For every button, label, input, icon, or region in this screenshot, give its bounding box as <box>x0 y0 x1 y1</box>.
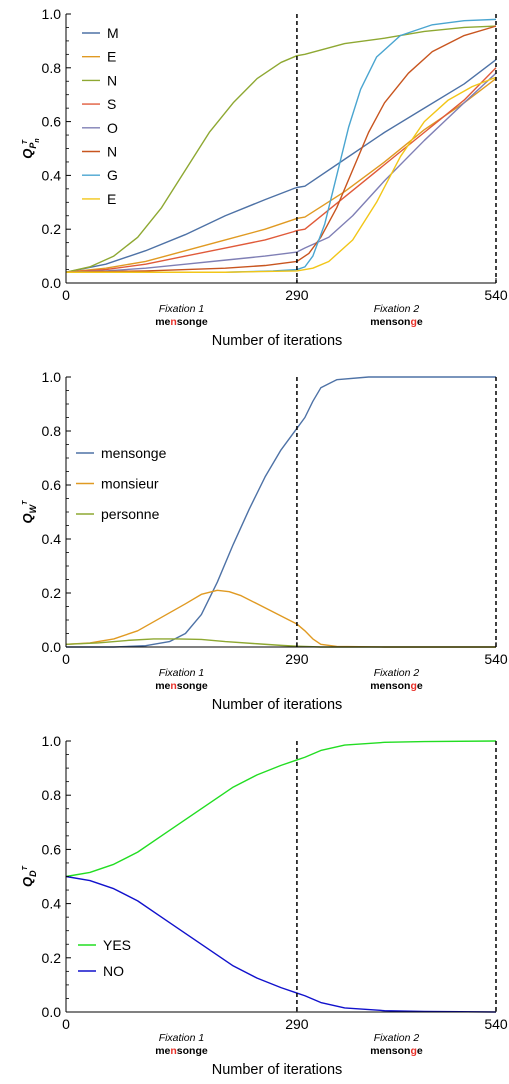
series-line-yes-0 <box>65 740 497 878</box>
legend-label: YES <box>103 937 131 953</box>
y-tick-label: 0.0 <box>42 1004 62 1020</box>
series-line-monsieur-1 <box>65 589 496 648</box>
fixation-label: Fixation 2 <box>374 1032 420 1044</box>
fixation-word: mensonge <box>370 316 423 328</box>
y-axis-label: QDT <box>20 865 38 887</box>
fixation-word: mensonge <box>370 1045 423 1057</box>
x-tick-label: 540 <box>484 287 508 303</box>
x-tick-label: 290 <box>285 1016 309 1032</box>
fixation-label: Fixation 1 <box>159 667 205 679</box>
fixation-word: mensonge <box>155 1045 208 1057</box>
y-tick-label: 0.8 <box>42 423 62 439</box>
y-tick-label: 1.0 <box>42 6 62 22</box>
y-tick-label: 0.0 <box>42 275 62 291</box>
fixation-label: Fixation 1 <box>159 303 205 315</box>
y-tick-label: 0.2 <box>42 585 62 601</box>
series-line-o-4 <box>65 72 497 273</box>
y-tick-label: 0.4 <box>42 167 62 183</box>
legend-label: E <box>107 191 116 207</box>
legend-label: G <box>107 167 118 183</box>
x-axis-label: Number of iterations <box>212 333 343 349</box>
series-line-n-5 <box>65 25 497 273</box>
fixation-word: mensonge <box>155 316 208 328</box>
x-tick-label: 0 <box>62 651 70 667</box>
y-tick-label: 0.6 <box>42 841 62 857</box>
x-tick-label: 290 <box>285 651 309 667</box>
fixation-label: Fixation 1 <box>159 1032 205 1044</box>
x-tick-label: 290 <box>285 287 309 303</box>
legend-label: personne <box>101 506 160 522</box>
y-axis-label: QPnT <box>20 138 41 158</box>
y-tick-label: 0.2 <box>42 221 62 237</box>
y-tick-label: 0.6 <box>42 114 62 130</box>
series-line-e-7 <box>66 76 497 273</box>
fixation-word: mensonge <box>155 680 208 692</box>
fixation-word: mensonge <box>370 680 423 692</box>
x-tick-label: 540 <box>484 651 508 667</box>
y-tick-label: 0.2 <box>42 950 62 966</box>
x-axis-label: Number of iterations <box>212 1062 343 1078</box>
fixation-label: Fixation 2 <box>374 667 420 679</box>
y-tick-label: 0.8 <box>42 60 62 76</box>
series-line-s-3 <box>65 67 497 273</box>
y-tick-label: 0.4 <box>42 896 62 912</box>
legend-label: monsieur <box>101 476 159 492</box>
series-line-n-2 <box>65 25 497 273</box>
legend-label: O <box>107 120 118 136</box>
legend-label: M <box>107 25 119 41</box>
series-line-personne-2 <box>65 638 496 648</box>
series-line-m-0 <box>65 59 497 273</box>
legend-label: S <box>107 96 116 112</box>
y-tick-label: 0.6 <box>42 477 62 493</box>
series-line-g-6 <box>66 18 497 273</box>
y-axis-label: QWT <box>20 500 38 524</box>
series-line-no-1 <box>65 875 497 1013</box>
x-tick-label: 0 <box>62 1016 70 1032</box>
y-tick-label: 1.0 <box>42 369 62 385</box>
x-axis-label: Number of iterations <box>212 697 343 713</box>
x-tick-label: 540 <box>484 1016 508 1032</box>
legend-label: mensonge <box>101 445 167 461</box>
y-tick-label: 0.0 <box>42 639 62 655</box>
legend-label: N <box>107 72 117 88</box>
x-tick-label: 0 <box>62 287 70 303</box>
legend-label: E <box>107 49 116 65</box>
legend-label: NO <box>103 963 124 979</box>
y-tick-label: 0.4 <box>42 531 62 547</box>
y-tick-label: 0.8 <box>42 787 62 803</box>
fixation-label: Fixation 2 <box>374 303 420 315</box>
legend-label: N <box>107 144 117 160</box>
series-line-e-1 <box>65 78 497 273</box>
series-line-mensonge-0 <box>66 376 496 648</box>
y-tick-label: 1.0 <box>42 733 62 749</box>
